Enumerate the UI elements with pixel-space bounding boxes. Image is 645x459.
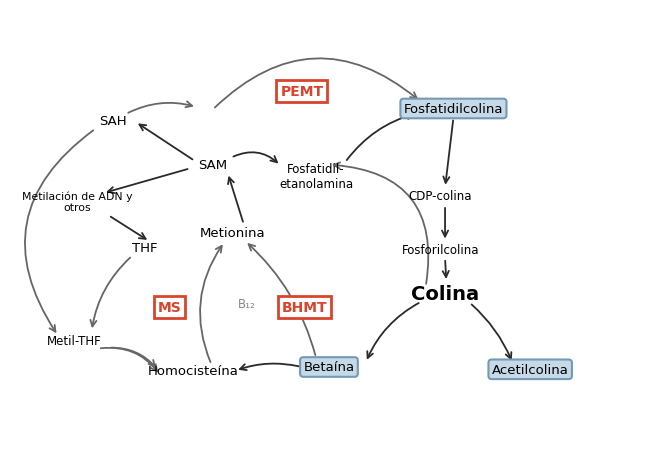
Text: SAM: SAM [198,159,228,172]
Text: BHMT: BHMT [282,301,327,314]
Text: Fosfatidilcolina: Fosfatidilcolina [404,103,503,116]
Text: Colina: Colina [411,284,479,303]
Text: CDP-colina: CDP-colina [409,190,472,203]
Text: Homocisteína: Homocisteína [148,364,239,377]
Text: B₁₂: B₁₂ [238,297,256,310]
Text: PEMT: PEMT [281,85,323,99]
Text: SAH: SAH [99,115,126,128]
Text: Metil-THF: Metil-THF [47,334,101,347]
Text: THF: THF [132,241,158,254]
Text: Fosfatidil-
etanolamina: Fosfatidil- etanolamina [279,163,353,190]
Text: Metionina: Metionina [199,227,265,240]
Text: Acetilcolina: Acetilcolina [491,363,569,376]
Text: Betaína: Betaína [303,361,355,374]
Text: Fosforilcolina: Fosforilcolina [402,244,479,257]
Text: MS: MS [158,301,181,314]
Text: Metilación de ADN y
otros: Metilación de ADN y otros [22,191,133,213]
